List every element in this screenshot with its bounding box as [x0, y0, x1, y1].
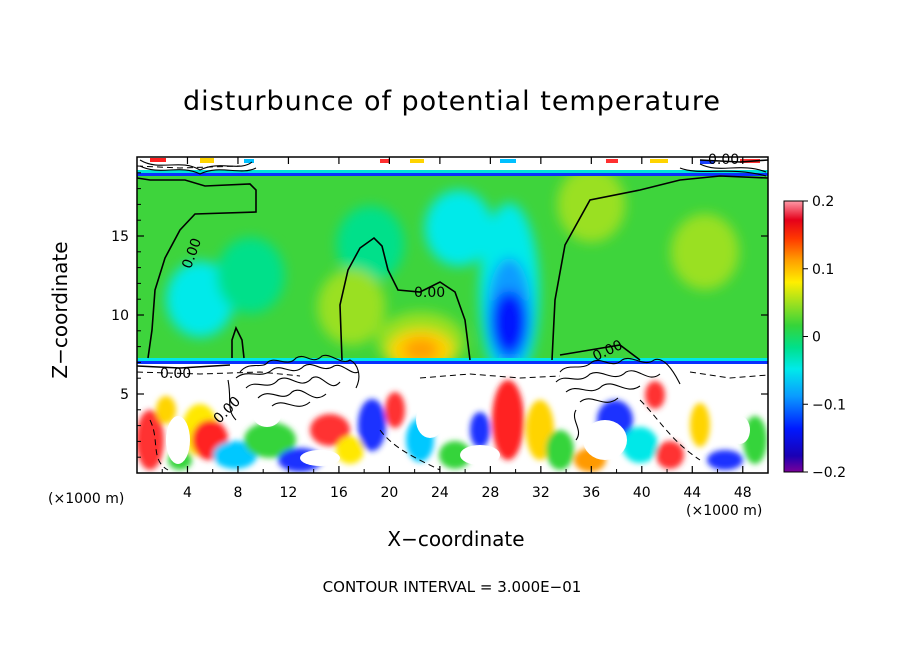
band-blue — [137, 361, 768, 364]
zero-contours — [137, 159, 768, 369]
y-tick-label: 15 — [111, 229, 129, 245]
colorbar — [783, 200, 804, 473]
x-tick-label: 4 — [183, 485, 192, 501]
colorbar-tick-label: 0.2 — [812, 194, 834, 210]
x-axis-label: X−coordinate — [387, 527, 525, 551]
colorbar-tick-label: −0.2 — [812, 465, 846, 481]
x-unit-label-left: (×1000 m) — [48, 491, 125, 507]
temperature-field — [137, 157, 768, 473]
colorbar-tick-label: −0.1 — [812, 397, 846, 413]
band-cyan — [137, 358, 768, 362]
x-tick-label: 16 — [330, 485, 348, 501]
anomaly — [670, 213, 739, 290]
chart-title: disturbunce of potential temperature — [183, 86, 721, 117]
top-strip-cyan — [137, 170, 768, 174]
top-strip-blue — [137, 173, 768, 176]
x-tick-label: 12 — [280, 485, 298, 501]
colorbar-tick-label: 0 — [812, 330, 821, 346]
negative-contours — [137, 165, 768, 471]
x-unit-label-right: (×1000 m) — [686, 503, 763, 519]
x-tick-label: 36 — [582, 485, 600, 501]
contour-label: 0.00 — [160, 366, 191, 382]
x-tick-label: 20 — [380, 485, 398, 501]
anomaly — [402, 337, 439, 362]
colorbar-ticks: 0.2 0.1 0 −0.1 −0.2 — [803, 194, 846, 481]
anomaly — [336, 205, 405, 282]
y-tick-label: 10 — [111, 308, 129, 324]
colorbar-tick-label: 0.1 — [812, 262, 834, 278]
x-tick-label: 32 — [532, 485, 550, 501]
x-tick-label: 44 — [683, 485, 701, 501]
anomaly — [491, 290, 528, 355]
contour-label: 0.00 — [708, 152, 739, 168]
x-tick-label: 28 — [481, 485, 499, 501]
anomaly — [557, 166, 626, 243]
x-tick-label: 40 — [633, 485, 651, 501]
x-tick-label: 8 — [233, 485, 242, 501]
lower-layer-pockets — [166, 402, 750, 466]
turbulent-contours — [139, 159, 767, 441]
anomaly — [317, 269, 386, 346]
anomaly — [424, 190, 493, 267]
x-tick-label: 48 — [734, 485, 752, 501]
anomaly — [216, 237, 285, 314]
contour-label: 0.00 — [414, 285, 445, 301]
y-tick-label: 5 — [120, 387, 129, 403]
x-tick-label: 24 — [431, 485, 449, 501]
contour-interval-note: CONTOUR INTERVAL = 3.000E−01 — [322, 578, 582, 596]
